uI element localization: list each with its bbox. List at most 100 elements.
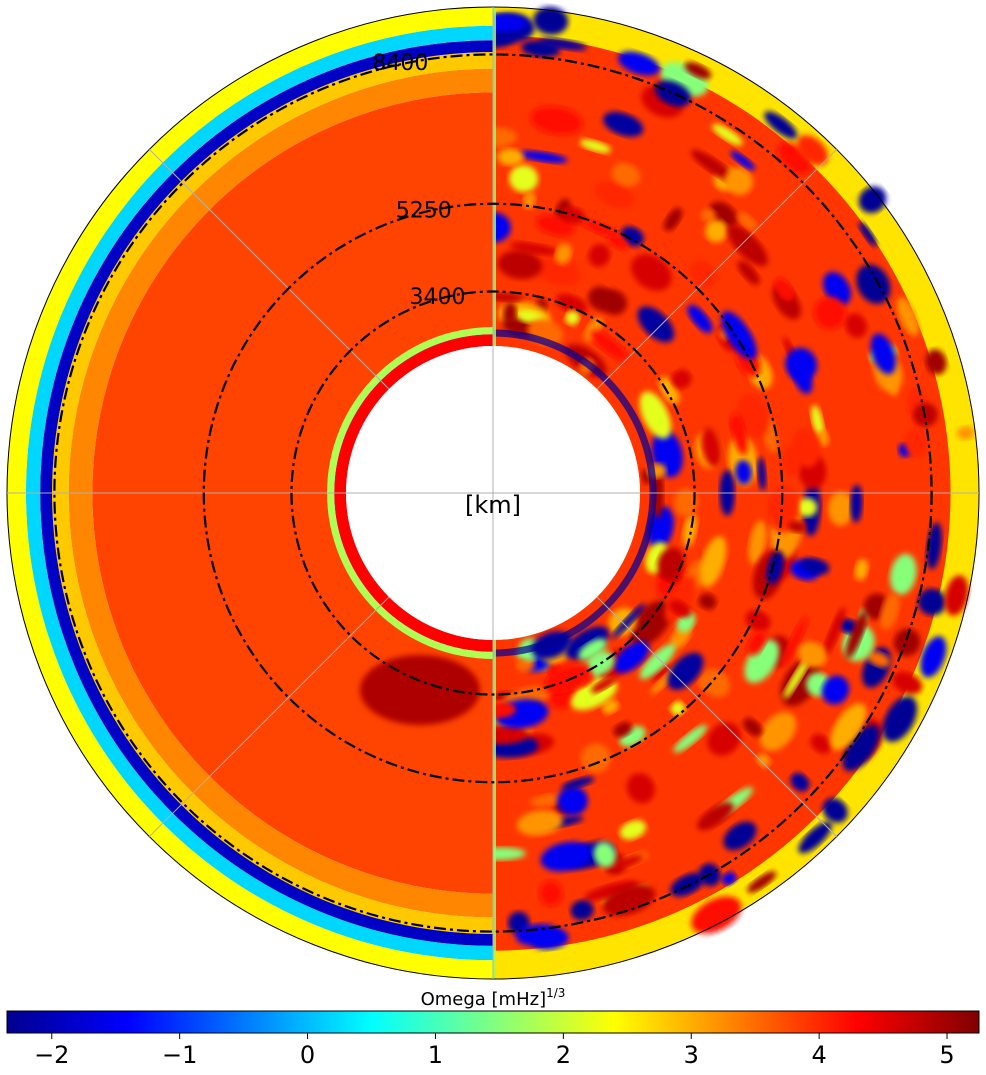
right-patch xyxy=(578,638,607,661)
right-patch xyxy=(858,186,887,214)
right-patch xyxy=(637,306,675,343)
reference-circle-8400 xyxy=(53,53,933,933)
right-patch xyxy=(556,293,588,315)
right-patch xyxy=(673,724,708,753)
center-unit-label: [km] xyxy=(465,491,521,519)
right-patch xyxy=(610,855,644,870)
right-patch xyxy=(687,304,713,334)
right-patch xyxy=(519,150,568,164)
right-patch xyxy=(659,376,680,405)
right-patch xyxy=(674,488,698,517)
right-patch xyxy=(493,14,528,32)
right-patch xyxy=(555,243,572,265)
right-patch xyxy=(705,219,728,243)
right-patch xyxy=(700,668,730,698)
colorbar-label-exponent: 1/3 xyxy=(546,986,565,1000)
right-patch xyxy=(816,430,830,447)
right-patch xyxy=(590,676,617,694)
colorbar-tick-label: −1 xyxy=(162,1041,197,1069)
right-patch xyxy=(767,484,799,533)
right-patch xyxy=(854,558,869,581)
right-patch xyxy=(493,847,526,861)
right-patch xyxy=(619,820,647,840)
right-patch xyxy=(764,111,798,139)
right-patch xyxy=(797,498,818,517)
right-patch xyxy=(540,841,593,872)
right-patch xyxy=(918,588,947,616)
right-patch xyxy=(737,260,760,285)
right-patch xyxy=(780,617,808,668)
right-patch xyxy=(538,38,587,51)
colorbar-tick-label: 5 xyxy=(939,1041,954,1069)
right-patch xyxy=(810,734,832,754)
right-patch xyxy=(797,641,827,668)
right-patch xyxy=(590,330,628,361)
right-patch xyxy=(539,880,563,906)
right-patch xyxy=(742,717,763,737)
right-patch xyxy=(737,393,770,438)
right-patch xyxy=(823,607,846,657)
right-patch xyxy=(611,162,641,187)
right-patch xyxy=(667,652,704,690)
right-patch xyxy=(845,313,867,338)
grid-spoke xyxy=(148,596,390,838)
right-patch xyxy=(579,139,611,153)
right-patch xyxy=(565,310,580,326)
right-patch xyxy=(747,871,777,893)
right-patch xyxy=(870,333,896,375)
colorbar-ticks: −2 −1 0 1 2 3 4 5 xyxy=(34,1033,955,1069)
right-patch xyxy=(956,426,975,440)
right-patch xyxy=(584,316,603,342)
right-patch xyxy=(925,349,947,375)
right-patch xyxy=(584,880,638,901)
right-patch xyxy=(602,883,656,917)
right-patch xyxy=(497,148,524,166)
right-patch xyxy=(798,821,832,854)
right-patch xyxy=(600,289,627,316)
right-patch xyxy=(712,123,743,146)
right-patch xyxy=(707,722,741,756)
right-patch xyxy=(657,547,685,579)
reference-circle-3400 xyxy=(290,290,696,696)
reference-circles xyxy=(53,53,933,933)
right-patch xyxy=(724,167,753,195)
right-patch xyxy=(766,551,784,585)
right-patch xyxy=(735,460,752,485)
right-patch xyxy=(533,6,569,35)
right-patch xyxy=(593,841,616,868)
right-patch xyxy=(890,553,917,595)
right-patch xyxy=(700,208,716,223)
right-patch xyxy=(698,593,717,610)
right-patch xyxy=(780,658,820,707)
right-patch xyxy=(701,427,722,468)
right-patch xyxy=(867,651,891,668)
colorbar: Omega [mHz]1/3 −2 −1 0 1 2 3 4 5 xyxy=(6,986,980,1069)
right-patch xyxy=(944,575,969,616)
right-patch xyxy=(721,311,757,360)
right-patch xyxy=(614,641,650,673)
grid-spoke xyxy=(596,596,838,838)
radial-tick-label: 5250 xyxy=(396,198,452,223)
right-patch xyxy=(530,793,562,807)
right-patch xyxy=(602,699,619,714)
right-patch xyxy=(760,712,797,751)
reference-circle-5250 xyxy=(202,202,784,784)
right-patch xyxy=(920,636,947,678)
right-patch xyxy=(594,181,635,209)
right-patch xyxy=(668,599,692,618)
right-patch xyxy=(756,753,771,768)
right-patch xyxy=(745,610,771,632)
right-patch xyxy=(904,427,929,458)
right-patch xyxy=(783,656,811,699)
right-patch xyxy=(493,701,516,719)
right-patch xyxy=(639,643,676,680)
right-patch xyxy=(737,212,758,231)
colorbar-tick-label: 1 xyxy=(428,1041,443,1069)
right-patch xyxy=(671,369,692,389)
right-patch xyxy=(811,405,825,439)
right-patch xyxy=(682,513,698,547)
right-patch xyxy=(611,603,646,639)
right-patch xyxy=(845,610,868,659)
right-patch xyxy=(530,928,569,950)
colorbar-tick-label: −2 xyxy=(34,1041,69,1069)
